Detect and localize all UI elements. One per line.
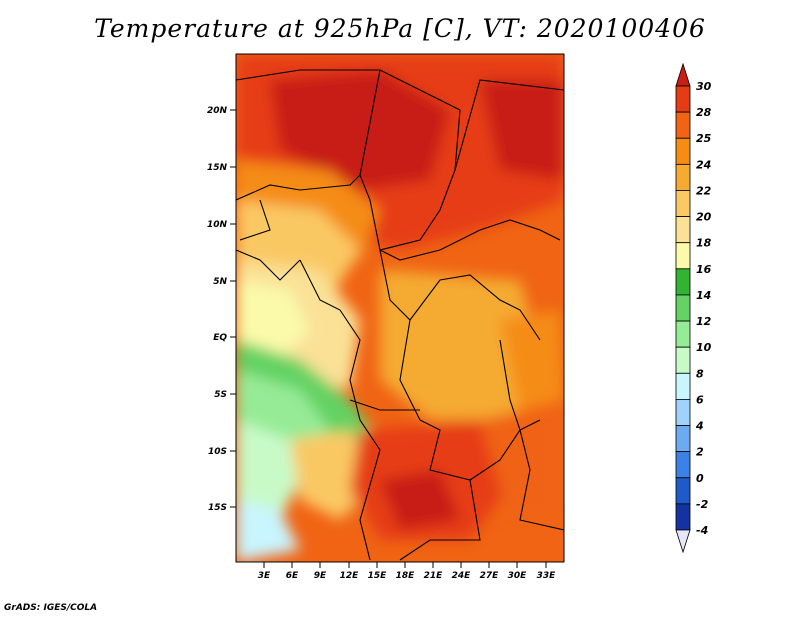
- lat-label: 10N: [207, 220, 228, 230]
- lon-label: 9E: [314, 571, 327, 581]
- lon-label: 6E: [286, 571, 299, 581]
- lon-axis: 3E 6E 9E 12E 15E 18E 21E 24E 27E 30E 33E: [258, 562, 556, 581]
- lon-label: 21E: [424, 571, 444, 581]
- lat-label: 5S: [214, 390, 227, 400]
- colorbar-swatch: [675, 399, 691, 426]
- grads-credit: GrADS: IGES/COLA: [4, 603, 98, 613]
- colorbar-label: 30: [696, 80, 712, 93]
- colorbar-label: 24: [696, 158, 711, 171]
- colorbar-label: 16: [696, 263, 712, 276]
- colorbar-label: 0: [696, 472, 704, 485]
- colorbar-label: 6: [696, 393, 704, 406]
- colorbar-swatch: [675, 268, 691, 296]
- colorbar-swatch: [675, 163, 691, 191]
- colorbar-max-arrow: [675, 62, 691, 87]
- colorbar-label: 25: [696, 132, 712, 145]
- lon-label: 15E: [368, 571, 388, 581]
- colorbar-label: 2: [696, 446, 704, 459]
- colorbar-swatch: [675, 451, 691, 479]
- colorbar-swatch: [675, 190, 691, 217]
- colorbar-label: 14: [696, 289, 711, 302]
- lat-label: 10S: [208, 447, 227, 457]
- colorbar-label: 12: [696, 315, 712, 328]
- colorbar-min-arrow: [675, 529, 691, 554]
- colorbar-swatch: [675, 425, 691, 453]
- lat-label: 15N: [207, 163, 228, 173]
- colorbar-label: 18: [696, 237, 712, 250]
- colorbar-label: 22: [696, 184, 712, 197]
- colorbar-swatch: [675, 477, 691, 505]
- colorbar-swatch: [675, 346, 691, 374]
- lat-label: 20N: [207, 106, 228, 116]
- map-frame: [235, 53, 565, 563]
- lat-label: 5N: [213, 277, 227, 287]
- colorbar-swatch: [675, 503, 691, 531]
- colorbar-swatch: [675, 85, 691, 113]
- colorbar-label: 4: [695, 420, 704, 433]
- colorbar-label: -4: [696, 524, 708, 537]
- colorbar-label: -2: [696, 498, 709, 511]
- colorbar-label: 20: [696, 211, 712, 224]
- lat-label: 15S: [208, 503, 227, 513]
- colorbar-swatch: [675, 111, 691, 139]
- colorbar-swatch: [675, 137, 691, 165]
- lon-label: 3E: [258, 571, 271, 581]
- colorbar-swatch: [675, 320, 691, 348]
- lat-axis: 20N 15N 10N 5N EQ 5S 10S 15S: [207, 106, 236, 513]
- country-borders: [236, 69, 564, 561]
- lon-label: 24E: [452, 571, 472, 581]
- lon-label: 12E: [340, 571, 360, 581]
- colorbar-swatch: [675, 216, 691, 244]
- map-title: Temperature at 925hPa [C], VT: 202010040…: [94, 14, 706, 43]
- colorbar-label: 28: [696, 106, 712, 119]
- lon-label: 33E: [537, 571, 557, 581]
- lon-label: 30E: [508, 571, 528, 581]
- temperature-field: [236, 54, 564, 562]
- colorbar-swatch: [675, 372, 691, 400]
- colorbar-label: 10: [696, 341, 712, 354]
- colorbar-label: 8: [696, 367, 704, 380]
- lon-label: 18E: [396, 571, 416, 581]
- colorbar-swatch: [675, 294, 691, 322]
- lat-label: EQ: [213, 333, 227, 343]
- colorbar-swatch: [675, 242, 691, 270]
- lon-label: 27E: [480, 571, 500, 581]
